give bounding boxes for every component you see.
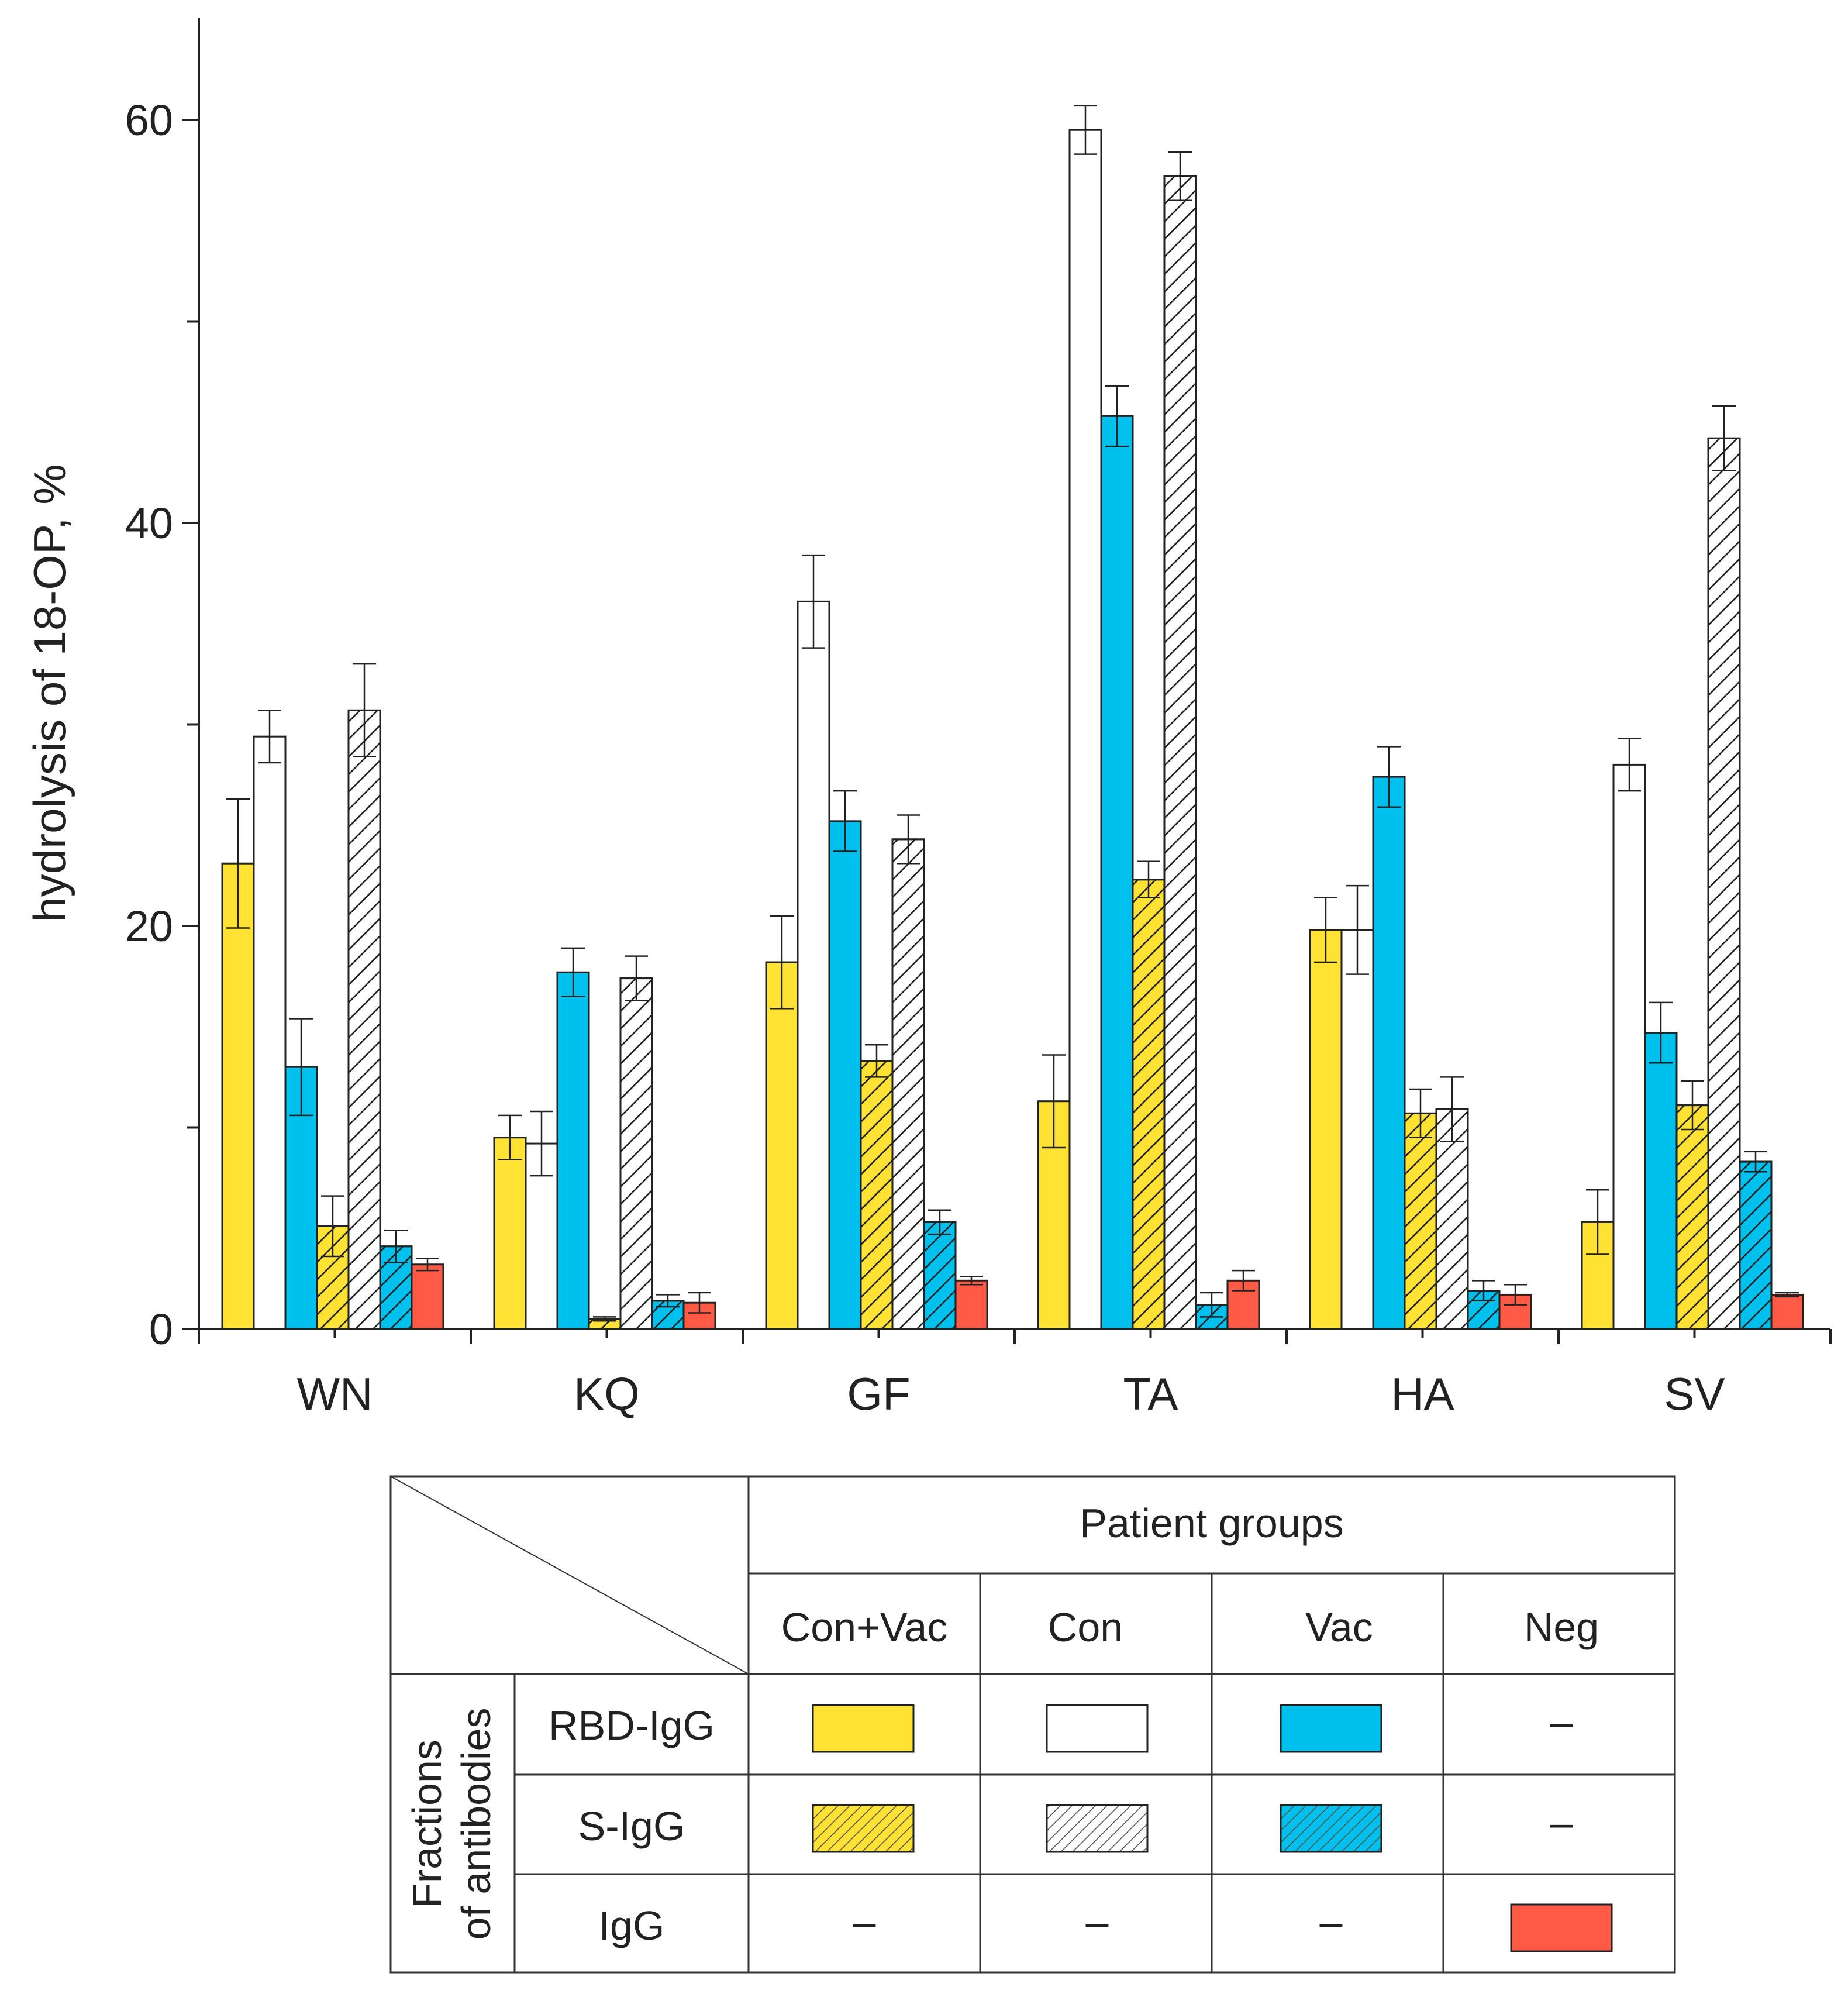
legend-swatch-con-rbd-igg — [1046, 1704, 1149, 1753]
x-tick-label-sv: SV — [1664, 1368, 1725, 1420]
bar-hatch-vac-s-igg-gf — [923, 1221, 957, 1330]
bar-hatch-con-s-igg-ta — [1163, 175, 1197, 1330]
bar-hatch-con-vac-s-igg-ta — [1132, 879, 1166, 1330]
bar-vac-rbd-igg-gf — [828, 820, 862, 1330]
y-tick-label: 20 — [125, 902, 173, 950]
legend-col-vac: Vac — [1305, 1604, 1373, 1650]
legend-col-neg: Neg — [1524, 1604, 1599, 1650]
bar-hatch-con-s-igg-wn — [347, 709, 381, 1330]
legend-empty-neg-rbd-igg: – — [1550, 1699, 1573, 1745]
bar-con-vac-rbd-igg-kq — [493, 1137, 527, 1330]
legend-border — [389, 1475, 1676, 1974]
legend-col-con-vac: Con+Vac — [781, 1604, 948, 1650]
y-tick-label: 60 — [125, 96, 173, 144]
legend-swatch-con-vac-rbd-igg — [812, 1704, 915, 1753]
bar-con-vac-rbd-igg-ha — [1309, 929, 1343, 1330]
y-tick-label: 0 — [149, 1305, 173, 1354]
bar-hatch-con-s-igg-ha — [1435, 1108, 1469, 1330]
legend-empty-con-vac-igg: – — [853, 1899, 876, 1945]
bar-hatch-con-vac-s-igg-gf — [860, 1060, 894, 1330]
x-tick-label-kq: KQ — [574, 1368, 640, 1420]
legend-empty-con-igg: – — [1086, 1899, 1109, 1945]
bar-neg-igg-sv — [1770, 1293, 1804, 1330]
y-tick-label: 40 — [125, 499, 173, 547]
bar-vac-rbd-igg-sv — [1644, 1032, 1678, 1330]
bar-hatch-con-s-igg-sv — [1707, 437, 1741, 1330]
x-tick-label-ha: HA — [1391, 1368, 1454, 1420]
y-axis-label: hydrolysis of 18-OP, % — [24, 464, 75, 922]
x-tick-label-ta: TA — [1123, 1368, 1178, 1420]
bar-vac-rbd-igg-kq — [556, 971, 590, 1330]
legend-row-s-igg: S-IgG — [578, 1803, 685, 1849]
legend-grid — [389, 1475, 1676, 1974]
bar-hatch-con-s-igg-gf — [891, 838, 925, 1330]
x-tick-label-wn: WN — [297, 1368, 373, 1420]
legend-swatch-con-vac-s-igg-hatch — [812, 1804, 915, 1853]
bar-con-rbd-igg-ha — [1340, 929, 1374, 1330]
bar-con-vac-rbd-igg-gf — [765, 961, 799, 1330]
bar-hatch-con-s-igg-kq — [619, 977, 653, 1330]
legend-swatch-vac-s-igg-hatch — [1280, 1804, 1382, 1853]
bar-con-rbd-igg-ta — [1068, 129, 1102, 1330]
bar-con-rbd-igg-gf — [797, 600, 830, 1330]
legend-swatch-vac-rbd-igg — [1280, 1704, 1382, 1753]
bar-con-rbd-igg-sv — [1612, 763, 1646, 1330]
legend-col-con: Con — [1048, 1604, 1123, 1650]
legend-corner-diagonal — [390, 1476, 749, 1675]
bar-con-rbd-igg-wn — [253, 735, 287, 1330]
bar-vac-rbd-igg-ha — [1372, 776, 1406, 1330]
legend-empty-neg-s-igg: – — [1550, 1800, 1573, 1845]
bar-vac-rbd-igg-ta — [1100, 415, 1134, 1330]
legend-swatch-neg-igg — [1510, 1903, 1613, 1952]
legend-header: Patient groups — [1080, 1500, 1343, 1546]
bar-neg-igg-gf — [954, 1279, 988, 1330]
legend-empty-vac-igg: – — [1320, 1899, 1343, 1945]
bar-neg-igg-wn — [411, 1263, 444, 1330]
bar-hatch-con-vac-s-igg-ha — [1404, 1112, 1437, 1330]
legend-table: Patient groups Con+Vac Con Vac Neg Fract… — [389, 1475, 1676, 1974]
bar-con-vac-rbd-igg-wn — [221, 862, 255, 1330]
legend-swatch-con-s-igg-hatch — [1046, 1804, 1149, 1853]
legend-row-title-line1: Fractions — [404, 1740, 450, 1908]
legend-row-rbd-igg: RBD-IgG — [549, 1703, 715, 1748]
plot-area: 0 20 40 60 WN KQ GF TA HA SV — [125, 18, 1832, 1420]
bar-hatch-con-vac-s-igg-sv — [1675, 1104, 1709, 1330]
legend-row-igg: IgG — [599, 1903, 665, 1948]
legend-row-title-line2: of antibodies — [453, 1708, 499, 1940]
bar-hatch-vac-s-igg-sv — [1739, 1160, 1773, 1330]
x-tick-label-gf: GF — [847, 1368, 910, 1420]
